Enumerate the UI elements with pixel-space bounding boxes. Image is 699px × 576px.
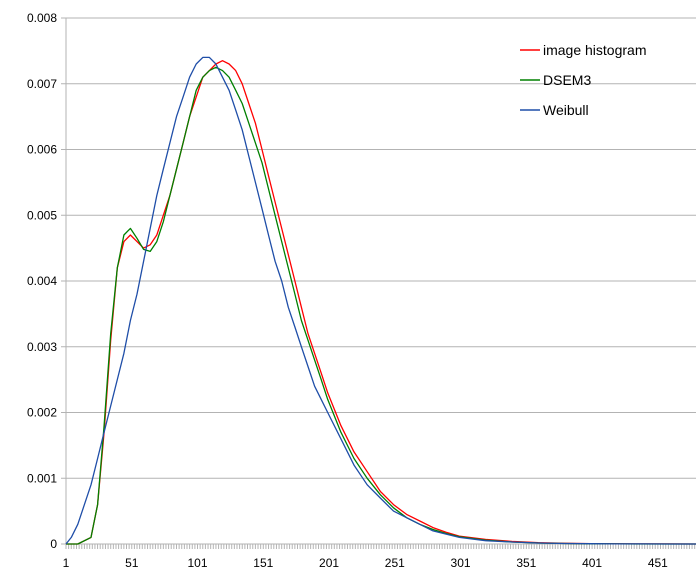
x-tick-label: 1 xyxy=(63,556,70,570)
x-tick-labels: 1 51 101 151 201 251 301 351 401 451 xyxy=(63,556,669,570)
legend-label-1: DSEM3 xyxy=(543,72,591,88)
y-tick-label: 0.004 xyxy=(27,274,57,288)
grid-lines xyxy=(66,17,696,479)
x-tick-label: 401 xyxy=(582,556,602,570)
series-lines xyxy=(65,56,697,545)
y-tick-label: 0.005 xyxy=(27,208,57,222)
y-tick-label: 0.006 xyxy=(27,143,57,157)
legend-label-2: Weibull xyxy=(543,102,589,118)
x-tick-label: 151 xyxy=(253,556,273,570)
x-tick-label: 301 xyxy=(451,556,471,570)
x-tick-label: 101 xyxy=(188,556,208,570)
x-tick-label: 251 xyxy=(385,556,405,570)
y-tick-labels: 0 0.001 0.002 0.003 0.004 0.005 0.006 0.007 0.00… xyxy=(27,11,57,551)
axes xyxy=(61,17,696,549)
x-tick-label: 51 xyxy=(125,556,139,570)
y-tick-label: 0 xyxy=(50,537,57,551)
legend-label-0: image histogram xyxy=(543,42,647,58)
legend: image histogram DSEM3 Weibull xyxy=(520,42,647,118)
y-tick-label: 0.008 xyxy=(27,11,57,25)
y-tick-label: 0.001 xyxy=(27,471,57,485)
x-tick-label: 201 xyxy=(319,556,339,570)
y-tick-label: 0.003 xyxy=(27,340,57,354)
series-line-2 xyxy=(65,56,696,545)
y-tick-label: 0.007 xyxy=(27,77,57,91)
x-tick-label: 351 xyxy=(516,556,536,570)
x-tick-label: 451 xyxy=(648,556,668,570)
y-tick-label: 0.002 xyxy=(27,406,57,420)
